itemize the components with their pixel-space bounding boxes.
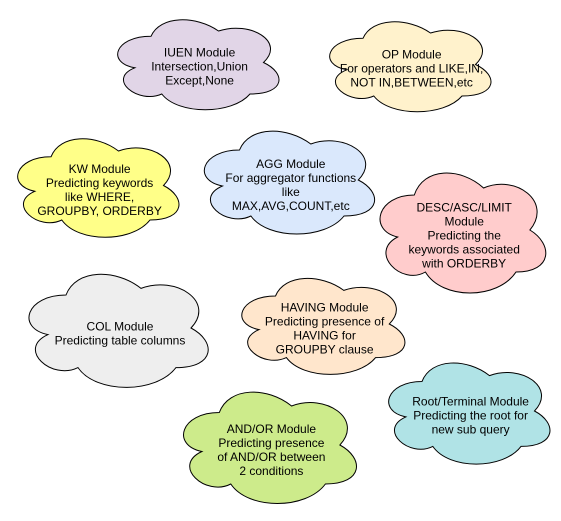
cloud-andor: AND/OR Module Predicting presence of AND/O… <box>183 391 357 504</box>
cloud-shape-iuen <box>117 19 280 111</box>
cloud-label-line: MAX,AVG,COUNT,etc <box>232 199 350 213</box>
cloud-op: OP Module For operators and LIKE,IN, NOT I… <box>329 21 492 113</box>
cloud-label-line: 2 conditions <box>239 464 303 478</box>
cloud-label-line: GROUPBY clause <box>276 343 374 357</box>
cloud-label-line: Intersection,Union <box>151 60 248 74</box>
cloud-shape-agg <box>204 130 375 235</box>
cloud-shape-root <box>388 362 551 465</box>
cloud-label-line: Module <box>445 215 485 229</box>
cloud-label-line: Predicting keywords <box>46 176 153 190</box>
cloud-shape-having <box>241 278 406 375</box>
cloud-label-line: OP Module <box>382 48 442 62</box>
cloud-shape-kw <box>17 138 180 238</box>
clouds-layer: IUEN Module Intersection,Union Except,None… <box>17 19 551 504</box>
cloud-label-line: AND/OR Module <box>227 422 317 436</box>
cloud-label-line: For aggregator functions <box>225 171 356 185</box>
cloud-kw: KW Module Predicting keywords like WHERE, G… <box>17 138 180 238</box>
cloud-label-desc: DESC/ASC/LIMIT Module Predicting the keywor… <box>409 201 520 271</box>
cloud-shape-desc <box>379 172 547 294</box>
cloud-label-line: Predicting presence of <box>265 315 385 329</box>
cloud-label-line: Predicting the root for <box>413 409 528 423</box>
cloud-label-line: KW Module <box>69 162 131 176</box>
cloud-label-line: Predicting the <box>428 229 502 243</box>
cloud-col: COL Module Predicting table columns <box>28 273 209 388</box>
cloud-label-line: NOT IN,BETWEEN,etc <box>350 76 472 90</box>
cloud-label-line: like <box>282 185 300 199</box>
cloud-label-line: COL Module <box>87 319 154 333</box>
cloud-label-op: OP Module For operators and LIKE,IN, NOT I… <box>340 48 483 90</box>
cloud-label-line: Predicting table columns <box>55 333 186 347</box>
cloud-label-line: HAVING for <box>293 329 355 343</box>
cloud-label-line: HAVING Module <box>281 301 369 315</box>
cloud-label-having: HAVING Module Predicting presence of HAVIN… <box>265 301 385 357</box>
cloud-label-col: COL Module Predicting table columns <box>55 319 186 347</box>
cloud-agg: AGG Module For aggregator functions like MA… <box>204 130 375 235</box>
cloud-label-line: Root/Terminal Module <box>412 395 529 409</box>
cloud-label-line: Predicting presence <box>218 436 324 450</box>
cloud-label-iuen: IUEN Module Intersection,Union Except,None <box>151 46 248 88</box>
cloud-desc: DESC/ASC/LIMIT Module Predicting the keywor… <box>379 172 547 294</box>
cloud-label-line: Except,None <box>165 74 234 88</box>
cloud-label-agg: AGG Module For aggregator functions like MA… <box>225 157 356 213</box>
cloud-shape-op <box>329 21 492 113</box>
cloud-label-line: keywords associated <box>409 243 520 257</box>
cloud-shape-andor <box>183 391 357 504</box>
cloud-root: Root/Terminal Module Predicting the root … <box>388 362 551 465</box>
cloud-shape-col <box>28 273 209 388</box>
cloud-label-root: Root/Terminal Module Predicting the root … <box>412 395 529 437</box>
cloud-label-line: new sub query <box>432 423 510 437</box>
cloud-label-line: of AND/OR between <box>217 450 325 464</box>
cloud-label-line: GROUPBY, ORDERBY <box>37 204 161 218</box>
cloud-label-line: AGG Module <box>256 157 326 171</box>
cloud-label-line: like WHERE, <box>65 190 134 204</box>
cloud-having: HAVING Module Predicting presence of HAVIN… <box>241 278 406 375</box>
cloud-label-line: For operators and LIKE,IN, <box>340 62 483 76</box>
cloud-label-line: with ORDERBY <box>421 257 506 271</box>
cloud-label-andor: AND/OR Module Predicting presence of AND/O… <box>217 422 325 478</box>
cloud-iuen: IUEN Module Intersection,Union Except,None <box>117 19 280 111</box>
cloud-label-line: IUEN Module <box>164 46 236 60</box>
cloud-label-kw: KW Module Predicting keywords like WHERE, G… <box>37 162 161 218</box>
cloud-label-line: DESC/ASC/LIMIT <box>417 201 513 215</box>
